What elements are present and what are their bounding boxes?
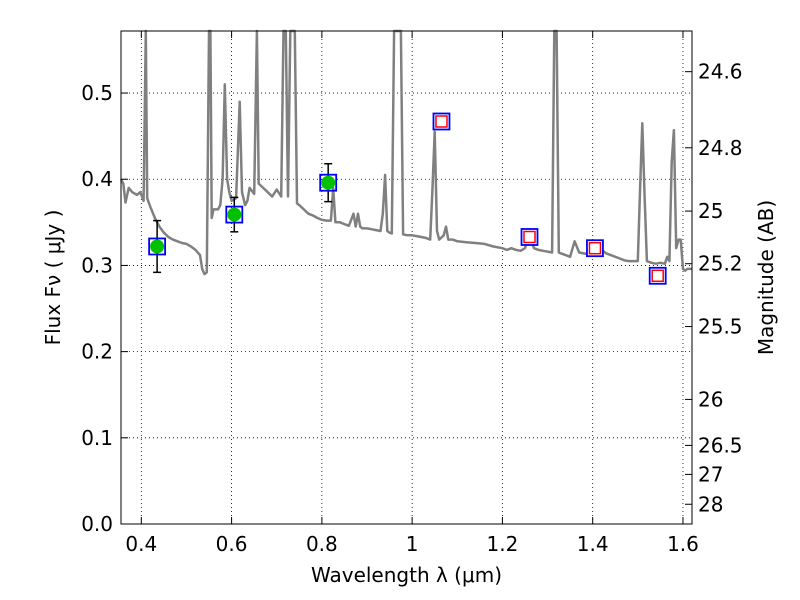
y2-tick-label: 25 [698, 199, 723, 223]
grid [121, 31, 692, 525]
model-point-square [648, 266, 667, 285]
x-tick-label: 1.4 [577, 532, 609, 556]
observed-point [150, 239, 165, 254]
y-tick-label: 0.1 [81, 426, 113, 450]
x-tick-label: 0.6 [216, 532, 248, 556]
y-tick-label: 0.0 [81, 512, 113, 536]
plot-frame [120, 30, 693, 525]
marker-layer [148, 112, 667, 285]
y-tick-label: 0.2 [81, 340, 113, 364]
x-tick-label: 0.8 [306, 532, 338, 556]
y2-tick-label: 28 [698, 492, 723, 516]
observed-point [321, 175, 336, 190]
y-tick-label: 0.4 [81, 167, 113, 191]
y-axis-right: 24.6 24.8 25 25.2 25.5 26 26.5 27 28 [685, 60, 743, 516]
y2-tick-label: 24.8 [698, 136, 743, 160]
y-axis-left: 0.0 0.1 0.2 0.3 0.4 0.5 [81, 81, 128, 536]
observed-point-square [148, 237, 167, 256]
model-point [523, 230, 536, 244]
spectrum-line [119, 29, 692, 276]
observed-point-square [225, 205, 244, 224]
y2-tick-label: 26.5 [698, 433, 743, 457]
model-point-square [586, 239, 604, 258]
model-point [651, 269, 664, 283]
y-axis-label: Flux Fν ( μJy ) [41, 210, 65, 346]
y-tick-label: 0.3 [81, 253, 113, 277]
y-tick-label: 0.5 [81, 81, 113, 105]
x-axis: 0.4 0.6 0.8 1 1.2 1.4 1.6 [125, 31, 699, 556]
y2-tick-label: 27 [698, 462, 723, 486]
y2-tick-label: 26 [698, 387, 723, 411]
model-point-square [520, 228, 539, 246]
spectrum-layer [119, 29, 692, 276]
y2-axis-label: Magnitude (AB) [754, 200, 778, 355]
observed-point-square [319, 173, 338, 192]
y2-tick-label: 24.6 [698, 60, 743, 84]
x-tick-label: 0.4 [125, 532, 157, 556]
model-point [435, 115, 448, 128]
x-axis-label: Wavelength λ (μm) [311, 563, 502, 587]
x-tick-label: 1 [406, 532, 419, 556]
y2-tick-label: 25.5 [698, 315, 743, 339]
x-tick-label: 1.6 [667, 532, 699, 556]
x-tick-label: 1.2 [487, 532, 519, 556]
model-point [588, 241, 602, 255]
observed-point [227, 207, 242, 222]
model-point-square [432, 112, 451, 131]
y2-tick-label: 25.2 [698, 252, 743, 276]
